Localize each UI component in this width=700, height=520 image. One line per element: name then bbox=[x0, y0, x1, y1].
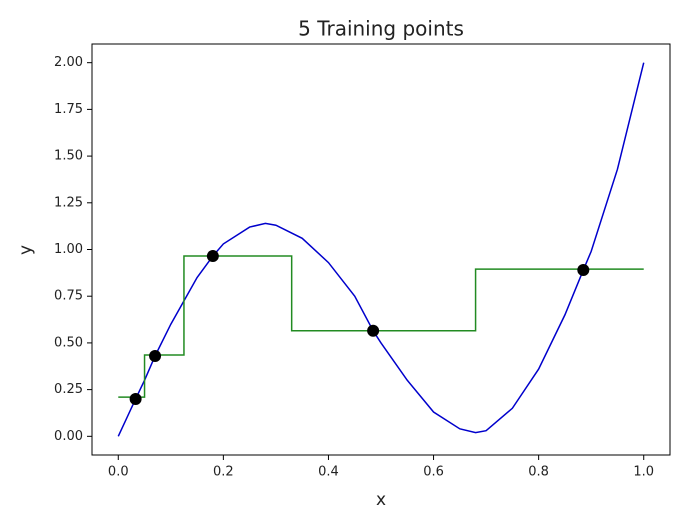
curve bbox=[117, 62, 645, 437]
chart-title: 5 Training points bbox=[298, 17, 464, 41]
training-point bbox=[367, 324, 380, 337]
y-tick-label: 0.25 bbox=[54, 382, 83, 397]
x-tick-label: 0.6 bbox=[423, 465, 444, 480]
step-line bbox=[118, 255, 644, 398]
y-tick-label: 1.25 bbox=[54, 195, 83, 210]
x-tick-label: 0.0 bbox=[108, 465, 129, 480]
y-tick-label: 0.00 bbox=[54, 429, 83, 444]
y-tick-label: 1.00 bbox=[54, 242, 83, 257]
training-point bbox=[206, 250, 219, 263]
y-axis-label: y bbox=[16, 245, 36, 255]
y-tick-label: 0.75 bbox=[54, 289, 83, 304]
y-tick-label: 2.00 bbox=[54, 55, 83, 70]
y-tick-label: 1.75 bbox=[54, 102, 83, 117]
plot-frame bbox=[91, 43, 671, 456]
x-tick-label: 0.8 bbox=[528, 465, 549, 480]
x-tick-label: 1.0 bbox=[633, 465, 654, 480]
y-tick-label: 0.50 bbox=[54, 335, 83, 350]
x-tick-label: 0.2 bbox=[213, 465, 234, 480]
y-tick-label: 1.50 bbox=[54, 149, 83, 164]
training-point bbox=[577, 264, 590, 277]
x-axis-label: x bbox=[376, 490, 386, 510]
training-point bbox=[149, 349, 162, 362]
training-point bbox=[129, 392, 142, 405]
x-tick-label: 0.4 bbox=[318, 465, 339, 480]
